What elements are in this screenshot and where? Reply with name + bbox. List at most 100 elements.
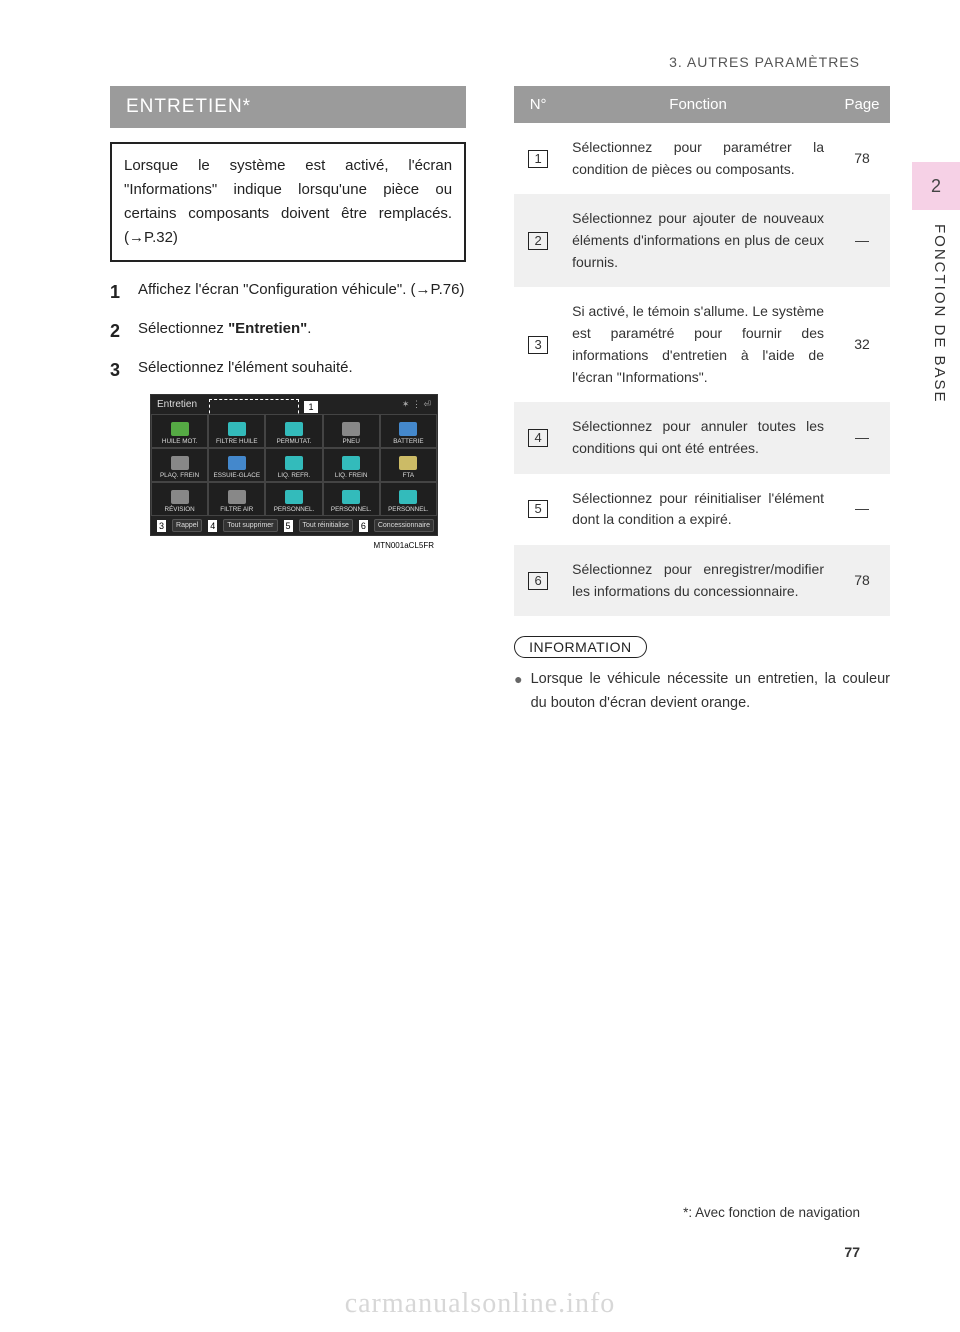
cell-page: 78 [834,545,890,616]
step-number: 2 [110,317,124,346]
step-text: Sélectionnez l'élément souhaité. [138,356,466,385]
screenshot-code-wrap: MTN001aCL5FR [150,536,438,551]
custom-icon [342,490,360,504]
tile: PERSONNEL. [323,482,380,516]
oil-icon [171,422,189,436]
cell-function: Sélectionnez pour annuler toutes les con… [562,402,834,473]
step-text: Affichez l'écran "Configuration véhicule… [138,278,466,307]
tile-label: PERSONNEL. [388,506,429,513]
table-row: 1 Sélectionnez pour paramétrer la condit… [514,123,890,194]
screenshot-header: Entretien 1 ✶ ⋮ ⏎ [151,395,437,414]
function-table: N° Fonction Page 1 Sélectionnez pour par… [514,86,890,616]
tile: FILTRE HUILE [208,414,265,448]
num-box: 4 [528,429,548,447]
tile: PLAQ. FREIN [151,448,208,482]
tile: BATTERIE [380,414,437,448]
screenshot-tile-grid: 2 HUILE MOT. FILTRE HUILE PERMUTAT. PNEU… [151,414,437,516]
wiper-icon [228,456,246,470]
step-2: 2 Sélectionnez "Entretien". [110,317,466,346]
num-box: 5 [528,500,548,518]
step-1: 1 Affichez l'écran "Configuration véhicu… [110,278,466,307]
embedded-screenshot: Entretien 1 ✶ ⋮ ⏎ 2 HUILE MOT. FILTRE HU… [150,394,438,536]
tile: PERSONNEL. [380,482,437,516]
intro-box: Lorsque le système est activé, l'écran "… [110,142,466,262]
tile: RÉVISION [151,482,208,516]
two-column-layout: ENTRETIEN* Lorsque le système est activé… [110,86,890,715]
tile-label: PLAQ. FREIN [160,472,199,479]
bullet-icon: ● [514,668,522,714]
footnote: *: Avec fonction de navigation [683,1205,860,1220]
cell-num: 2 [514,194,562,287]
cell-function: Si activé, le témoin s'allume. Le systèm… [562,287,834,402]
table-row: 2 Sélectionnez pour ajouter de nouveaux … [514,194,890,287]
tile: PERMUTAT. [265,414,322,448]
tile: FILTRE AIR [208,482,265,516]
tile-label: FILTRE AIR [220,506,253,513]
tile: HUILE MOT. [151,414,208,448]
col-header-num: N° [514,86,562,123]
table-row: 3 Si activé, le témoin s'allume. Le syst… [514,287,890,402]
battery-icon [399,422,417,436]
right-column: N° Fonction Page 1 Sélectionnez pour par… [514,86,890,715]
step-text-bold: "Entretien" [228,320,307,337]
num-box: 1 [528,150,548,168]
step-number: 1 [110,278,124,307]
screenshot-bottom-bar: 3 Rappel 4 Tout supprimer 5 Tout réiniti… [151,516,437,535]
information-label: INFORMATION [514,636,646,658]
cell-page: — [834,474,890,545]
tile: ESSUIE-GLACE [208,448,265,482]
tile-label: ESSUIE-GLACE [214,472,261,479]
step-number: 3 [110,356,124,385]
table-header-row: N° Fonction Page [514,86,890,123]
bottom-btn: Rappel [172,519,202,532]
service-icon [171,490,189,504]
section-heading: ENTRETIEN* [110,86,466,128]
atf-icon [399,456,417,470]
custom-icon [285,490,303,504]
cell-function: Sélectionnez pour enregistrer/modifier l… [562,545,834,616]
brake-icon [171,456,189,470]
num-box: 2 [528,232,548,250]
col-header-page: Page [834,86,890,123]
callout-5: 5 [284,520,293,532]
table-row: 6 Sélectionnez pour enregistrer/modifier… [514,545,890,616]
cell-page: 78 [834,123,890,194]
tile: LIQ. FREIN [323,448,380,482]
tire-icon [342,422,360,436]
rotation-icon [285,422,303,436]
information-text: Lorsque le véhicule nécessite un entreti… [531,668,890,714]
callout-1: 1 [304,401,318,413]
tile-label: FILTRE HUILE [216,438,258,445]
cell-function: Sélectionnez pour réinitialiser l'élémen… [562,474,834,545]
tile: PERSONNEL. [265,482,322,516]
table-row: 4 Sélectionnez pour annuler toutes les c… [514,402,890,473]
tile-label: FTA [403,472,414,479]
tile-label: PERSONNEL. [331,506,372,513]
filter-icon [228,422,246,436]
page: 3. AUTRES PARAMÈTRES 2 FONCTION DE BASE … [0,0,960,1332]
chapter-heading: 3. AUTRES PARAMÈTRES [669,54,860,70]
screenshot-code: MTN001aCL5FR [370,540,438,551]
table-row: 5 Sélectionnez pour réinitialiser l'élém… [514,474,890,545]
tile: PNEU [323,414,380,448]
cell-page: — [834,194,890,287]
step-text-prefix: Sélectionnez [138,320,228,337]
page-number: 77 [844,1244,860,1260]
cell-num: 3 [514,287,562,402]
tile-label: RÉVISION [165,506,195,513]
tile-label: BATTERIE [393,438,423,445]
tile-label: PNEU [342,438,360,445]
callout-6: 6 [359,520,368,532]
screenshot-title: Entretien [157,399,213,410]
tile-label: PERMUTAT. [277,438,312,445]
side-tab: 2 [912,162,960,210]
watermark: carmanualsonline.info [345,1288,616,1320]
num-box: 6 [528,572,548,590]
tile-label: PERSONNEL. [274,506,315,513]
cell-num: 1 [514,123,562,194]
num-box: 3 [528,336,548,354]
tile: LIQ. REFR. [265,448,322,482]
callout-4: 4 [208,520,217,532]
airfilter-icon [228,490,246,504]
cell-page: 32 [834,287,890,402]
